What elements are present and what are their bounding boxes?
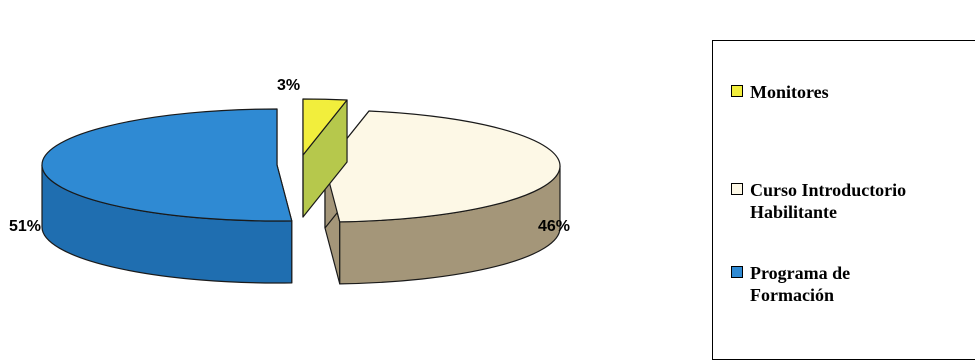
legend-swatch-curso-introductorio <box>731 183 743 195</box>
pie-slice-curso-introductorio <box>324 110 561 285</box>
pie-chart <box>41 98 561 285</box>
legend-label-monitores: Monitores <box>750 82 829 102</box>
pie-top-curso-introductorio <box>324 110 561 223</box>
data-label-programa-formacion: 51% <box>9 218 42 235</box>
pie-slice-programa-formacion <box>41 108 293 284</box>
pie-top-programa-formacion <box>41 108 293 222</box>
pie-top-monitores <box>302 98 348 156</box>
legend-swatch-programa-formacion <box>731 266 743 278</box>
legend-label-curso-introductorio: Curso Introductorio Habilitante <box>750 180 907 222</box>
data-label-curso-introductorio: 46% <box>538 218 571 235</box>
data-label-monitores: 3% <box>277 77 301 94</box>
legend: Monitores Curso Introductorio Habilitant… <box>712 40 975 360</box>
legend-label-programa-formacion: Programa de Formación <box>750 263 851 305</box>
pie-slice-monitores <box>302 98 348 218</box>
legend-swatch-monitores <box>731 85 743 97</box>
